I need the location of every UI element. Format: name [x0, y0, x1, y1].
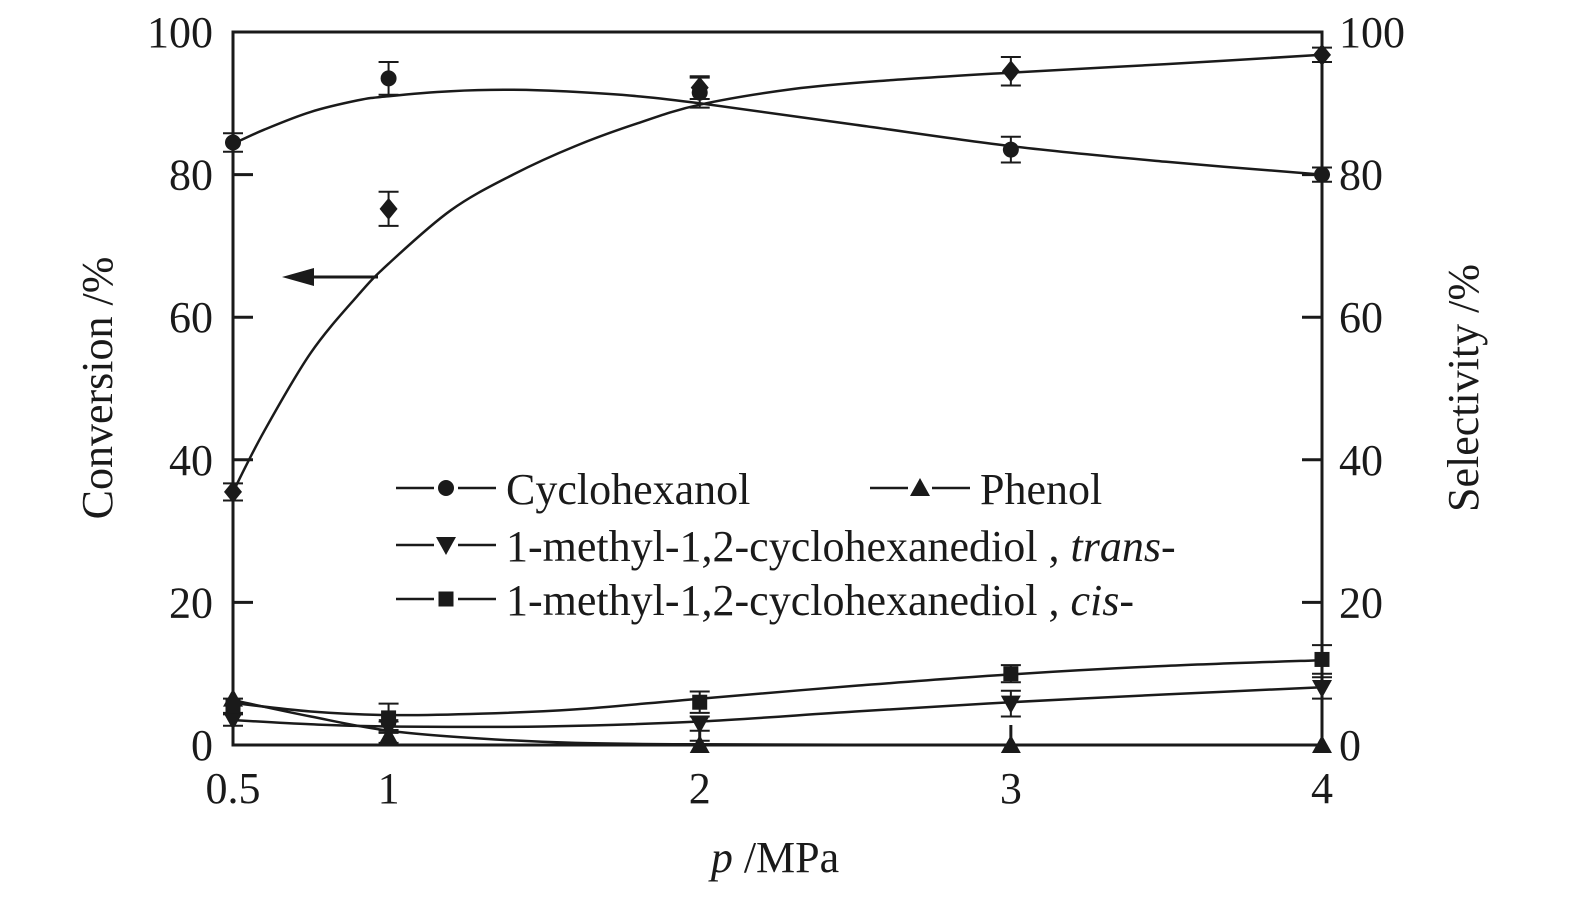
series-1-point: [380, 70, 397, 87]
legend-label-name: Cyclohexanol: [506, 465, 750, 514]
series-0-point: [379, 197, 398, 220]
series-3-point: [689, 715, 710, 734]
series-3-point: [1000, 695, 1021, 714]
series-3-point: [223, 712, 243, 731]
series-2-point: [1312, 735, 1332, 753]
left-axis-pointer-arrow: [282, 268, 378, 286]
y-right-tick-label: 100: [1339, 8, 1405, 57]
plot-frame: [231, 30, 1324, 747]
legend-marker: [436, 537, 456, 555]
series-4-point: [1003, 666, 1019, 682]
legend: Cyclohexanol Phenol 1-methyl-1,2-cyclohexa…: [396, 465, 1176, 625]
x-axis-label-unit: /MPa: [733, 833, 839, 882]
series-4-point: [225, 698, 241, 714]
legend-label-suffix: trans-: [1070, 522, 1175, 571]
series-1-curve: [232, 88, 1323, 176]
legend-entry: Phenol: [870, 465, 1102, 514]
legend-marker: [438, 480, 454, 496]
legend-label: Cyclohexanol: [506, 465, 750, 514]
series-0-point: [1313, 43, 1331, 66]
y-axis-label-left: Conversion /%: [73, 257, 122, 520]
plot-axes: 0 0 20 20 40 40 60 60 80 80 100 100 0.5 1 2 3 4: [147, 8, 1405, 813]
y-right-tick-label: 0: [1339, 721, 1361, 770]
legend-entry: Cyclohexanol: [396, 465, 750, 514]
series-1-point: [225, 134, 241, 151]
y-right-tick-label: 80: [1339, 151, 1383, 200]
x-tick-label: 4: [1311, 764, 1333, 813]
series-0-point: [224, 480, 242, 503]
legend-entry: 1-methyl-1,2-cyclohexanediol , cis-: [396, 576, 1134, 625]
y-left-tick-label: 60: [169, 293, 213, 342]
x-axis-label-variable: p: [708, 833, 733, 882]
legend-label: Phenol: [980, 465, 1102, 514]
y-right-tick-label: 60: [1339, 293, 1383, 342]
legend-marker: [910, 478, 930, 496]
y-axis-label-right: Selectivity /%: [1439, 264, 1488, 512]
x-tick-label: 0.5: [206, 764, 261, 813]
series-1-point: [1314, 166, 1330, 183]
y-left-tick-label: 100: [147, 8, 213, 57]
legend-label: 1-methyl-1,2-cyclohexanediol , cis-: [506, 576, 1134, 625]
series-4-curve: [232, 658, 1323, 717]
y-left-tick-label: 20: [169, 578, 213, 627]
y-right-tick-label: 40: [1339, 436, 1383, 485]
legend-label-name: 1-methyl-1,2-cyclohexanediol ,: [506, 522, 1070, 571]
legend-label-name: 1-methyl-1,2-cyclohexanediol ,: [506, 576, 1070, 625]
series-3-point: [1312, 679, 1332, 698]
legend-label-name: Phenol: [980, 465, 1102, 514]
legend-label: 1-methyl-1,2-cyclohexanediol , trans-: [506, 522, 1176, 571]
y-left-tick-label: 40: [169, 436, 213, 485]
series-1-point: [1002, 141, 1019, 158]
series-0-point: [1001, 60, 1020, 83]
series-2-point: [689, 735, 710, 753]
x-axis-label: p /MPa: [708, 833, 839, 882]
data-markers: [223, 43, 1332, 753]
series-4-point: [692, 694, 708, 710]
legend-entry: 1-methyl-1,2-cyclohexanediol , trans-: [396, 522, 1176, 571]
x-tick-label: 1: [378, 764, 400, 813]
series-2-curve: [232, 698, 1323, 747]
y-right-tick-label: 20: [1339, 578, 1383, 627]
series-1-point: [691, 84, 708, 101]
y-left-tick-label: 80: [169, 151, 213, 200]
series-2-point: [1000, 735, 1021, 753]
legend-marker: [438, 591, 454, 607]
series-3-curve: [232, 685, 1323, 729]
x-tick-label: 3: [1000, 764, 1022, 813]
legend-label-suffix: cis-: [1070, 576, 1134, 625]
x-tick-label: 2: [689, 764, 711, 813]
series-0-curve: [231, 53, 1323, 493]
series-4-point: [1314, 651, 1330, 667]
fit-curves: [231, 53, 1323, 747]
series-4-point: [381, 710, 397, 726]
y-left-tick-label: 0: [191, 721, 213, 770]
